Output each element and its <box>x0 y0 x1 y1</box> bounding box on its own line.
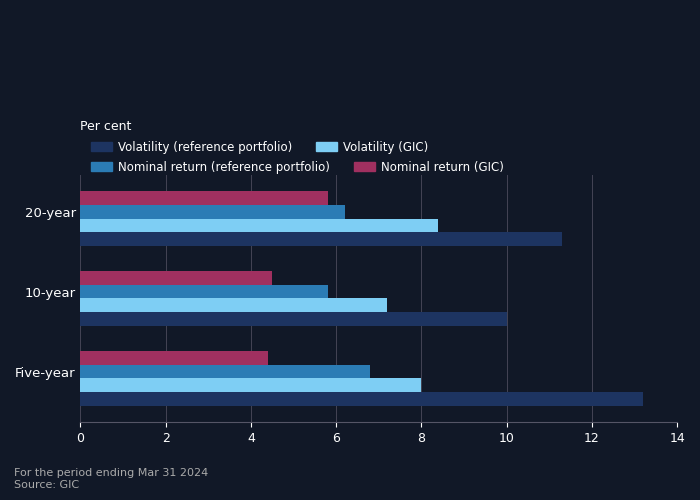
Bar <box>80 365 370 378</box>
Text: Per cent: Per cent <box>80 120 132 133</box>
Text: For the period ending Mar 31 2024
Source: GIC: For the period ending Mar 31 2024 Source… <box>14 468 209 490</box>
Bar <box>80 272 272 285</box>
Bar <box>80 285 328 298</box>
Bar <box>80 392 643 406</box>
Bar <box>80 312 507 326</box>
Bar <box>80 351 268 365</box>
Bar <box>80 232 562 246</box>
Bar <box>80 192 328 205</box>
Legend: Nominal return (reference portfolio), Nominal return (GIC): Nominal return (reference portfolio), No… <box>86 156 508 178</box>
Bar <box>80 378 421 392</box>
Bar <box>80 218 438 232</box>
Bar <box>80 298 387 312</box>
Bar <box>80 205 344 218</box>
